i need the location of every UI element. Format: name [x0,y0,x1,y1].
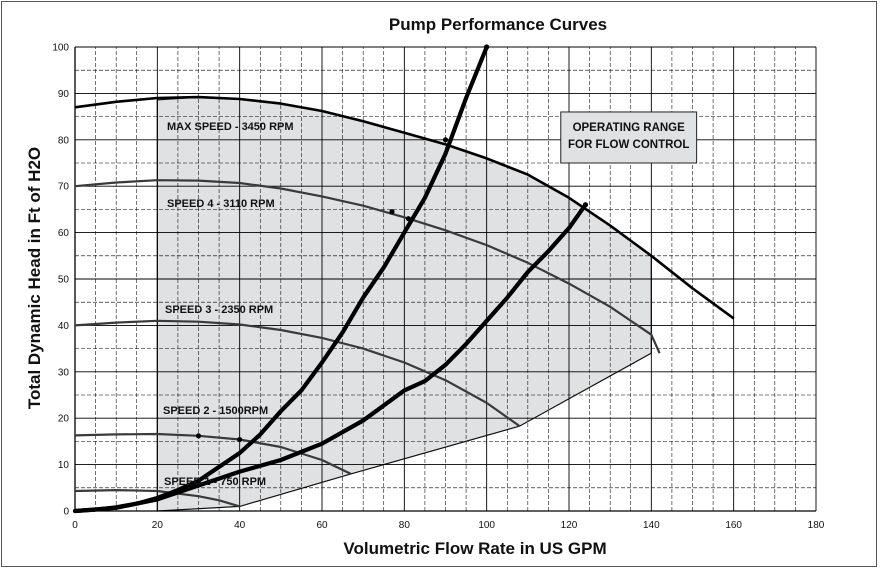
x-tick-label: 160 [725,520,742,531]
label-layer: MAX SPEED - 3450 RPM SPEED 4 - 3110 RPM SP… [163,111,698,488]
y-tick-label: 90 [58,89,70,100]
intersection-point [237,436,243,443]
operating-range-text: FOR FLOW CONTROL [568,139,689,151]
x-tick-label: 40 [234,520,246,531]
y-tick-label: 70 [58,182,70,193]
speed-label: MAX SPEED - 3450 RPM [167,121,294,133]
intersection-point [442,137,449,143]
x-axis-title: Volumetric Flow Rate in US GPM [343,539,606,558]
y-tick-label: 0 [63,507,69,518]
speed-label: SPEED 3 - 2350 RPM [165,304,273,316]
x-tick-label: 60 [316,520,328,531]
intersection-point [389,209,395,215]
x-tick-label: 140 [643,520,660,531]
speed-label: SPEED 2 - 1500RPM [163,405,268,417]
y-tick-label: 40 [58,321,70,332]
y-tick-label: 50 [58,275,70,286]
speed-label: SPEED 1 - 750 RPM [164,476,266,488]
operating-range-text: OPERATING RANGE [573,122,686,134]
y-tick-label: 20 [58,414,70,425]
pump-curve-series [74,432,352,475]
x-tick-label: 100 [478,520,495,531]
intersection-point [484,44,490,50]
pump-curve-series [74,179,661,354]
intersection-point [195,433,202,439]
x-tick-label: 0 [72,520,78,531]
y-tick-label: 30 [58,367,70,378]
curve-layer [72,44,735,514]
pump-curve-series [74,95,735,320]
intersection-point [405,216,412,222]
operating-range-box [560,111,698,164]
y-tick-label: 100 [52,43,69,54]
y-axis-title: Total Dynamic Head in Ft of H2O [25,147,44,409]
pump-curve-series [74,319,521,427]
system-curve-series [72,202,588,514]
y-tick-label: 80 [58,135,70,146]
x-tick-label: 80 [399,520,411,531]
y-tick-label: 10 [58,460,70,471]
x-tick-label: 180 [808,520,825,531]
chart-title: Pump Performance Curves [389,15,607,34]
y-tick-label: 60 [58,228,70,239]
speed-label: SPEED 4 - 3110 RPM [167,198,275,210]
x-tick-label: 20 [152,520,164,531]
x-tick-label: 120 [561,520,578,531]
intersection-point [582,202,589,208]
